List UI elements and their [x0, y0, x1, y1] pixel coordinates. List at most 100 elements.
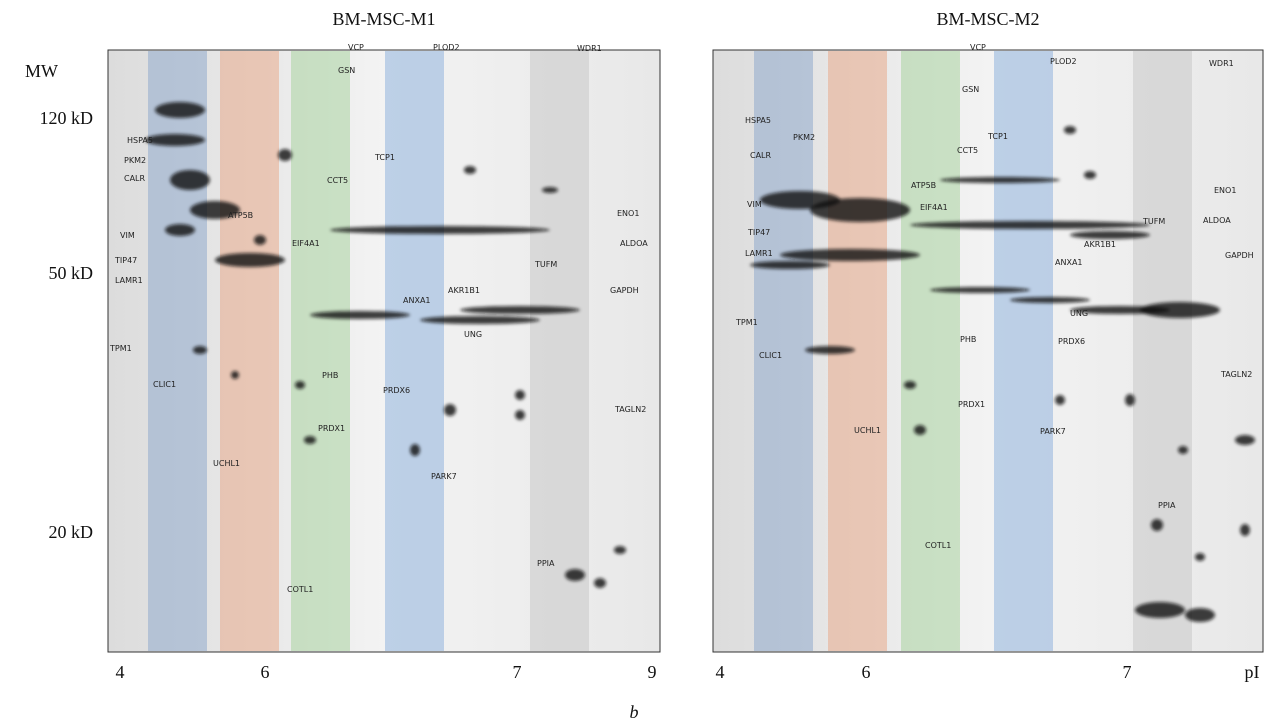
protein-label: PLOD2	[433, 43, 460, 52]
spot	[155, 102, 205, 118]
spot	[254, 235, 266, 245]
spot	[565, 569, 585, 581]
lane-band	[530, 51, 589, 651]
spot	[190, 201, 240, 219]
spot	[460, 306, 580, 314]
spot	[750, 261, 830, 269]
spot	[1195, 553, 1205, 561]
spot	[940, 177, 1060, 183]
spot	[304, 436, 316, 444]
spot	[515, 390, 525, 400]
x-tick-label: 7	[1123, 662, 1132, 682]
spot	[614, 546, 626, 554]
spot	[805, 346, 855, 354]
protein-label: PPIA	[537, 559, 555, 568]
bands	[148, 51, 1192, 651]
protein-label: GSN	[338, 66, 355, 75]
protein-label: HSPA5	[745, 116, 771, 125]
protein-label: CALR	[750, 151, 772, 160]
protein-label: CLIC1	[153, 380, 176, 389]
protein-label: WDR1	[577, 44, 602, 53]
protein-label: VIM	[120, 231, 135, 240]
protein-label: LAMR1	[115, 276, 143, 285]
spot	[1151, 519, 1163, 531]
protein-label: GSN	[962, 85, 979, 94]
spot	[1125, 394, 1135, 406]
protein-label: PRDX6	[383, 386, 410, 395]
spot	[1084, 171, 1096, 179]
protein-label: ALDOA	[1203, 216, 1231, 225]
protein-label: ENO1	[1214, 186, 1236, 195]
spot	[810, 198, 910, 222]
protein-label: VCP	[348, 43, 364, 52]
spot	[231, 371, 239, 379]
protein-label: TAGLN2	[1220, 370, 1252, 379]
x-tick-label: pI	[1245, 662, 1260, 682]
spot	[1135, 602, 1185, 618]
gel-frame-2	[712, 49, 1264, 653]
x-tick-label: 4	[716, 662, 725, 682]
protein-label: PKM2	[793, 133, 815, 142]
lane-band	[901, 51, 960, 651]
protein-label: VCP	[970, 43, 986, 52]
protein-label: ATP5B	[911, 181, 936, 190]
spot	[420, 316, 540, 324]
spot	[1185, 608, 1215, 622]
protein-label: PRDX6	[1058, 337, 1085, 346]
spot	[1064, 126, 1076, 134]
protein-label: GAPDH	[1225, 251, 1254, 260]
spot	[464, 166, 476, 174]
spot	[295, 381, 305, 389]
protein-label: GAPDH	[610, 286, 639, 295]
protein-label: UCHL1	[213, 459, 240, 468]
gel-frame-1	[107, 49, 661, 653]
protein-label: ANXA1	[1055, 258, 1083, 267]
protein-label: PHB	[960, 335, 976, 344]
protein-label: HSPA5	[127, 136, 153, 145]
protein-label: PARK7	[1040, 427, 1066, 436]
protein-label: VIM	[747, 200, 762, 209]
lane-band	[994, 51, 1053, 651]
protein-label: TIP47	[114, 256, 137, 265]
protein-label: CCT5	[957, 146, 978, 155]
protein-label: CLIC1	[759, 351, 782, 360]
spot	[1240, 524, 1250, 536]
protein-label: AKR1B1	[1084, 240, 1116, 249]
spot	[215, 253, 285, 267]
protein-label: PRDX1	[318, 424, 345, 433]
spot	[193, 346, 207, 354]
spot	[930, 287, 1030, 293]
protein-label: TUFM	[1142, 217, 1165, 226]
spot	[1055, 395, 1065, 405]
x-tick-label: 6	[862, 662, 871, 682]
spot	[910, 221, 1150, 229]
protein-label: TPM1	[109, 344, 132, 353]
spot	[1178, 446, 1188, 454]
protein-label: UNG	[464, 330, 482, 339]
x-tick-label: 4	[116, 662, 125, 682]
protein-label: UNG	[1070, 309, 1088, 318]
protein-label: ANXA1	[403, 296, 431, 305]
panel-title: BM-MSC-M1	[332, 9, 435, 29]
spot	[914, 425, 926, 435]
protein-labels: VCP PLOD2 WDR1 GSN HSPA5 TCP1 PKM2 CALR CCT5 ATP5…	[109, 43, 1254, 594]
protein-label: PKM2	[124, 156, 146, 165]
protein-label: TCP1	[987, 132, 1008, 141]
protein-label: PARK7	[431, 472, 457, 481]
lane-band	[1133, 51, 1192, 651]
lane-band	[220, 51, 279, 651]
protein-label: CALR	[124, 174, 146, 183]
y-tick-label: 20 kD	[49, 522, 94, 542]
spot	[1235, 435, 1255, 445]
protein-label: ENO1	[617, 209, 639, 218]
protein-label: EIF4A1	[292, 239, 320, 248]
spot	[515, 410, 525, 420]
spot	[170, 170, 210, 190]
protein-label: TAGLN2	[614, 405, 646, 414]
protein-label: PHB	[322, 371, 338, 380]
protein-label: TCP1	[374, 153, 395, 162]
spot	[1070, 231, 1150, 239]
spot	[780, 249, 920, 261]
protein-label: PRDX1	[958, 400, 985, 409]
